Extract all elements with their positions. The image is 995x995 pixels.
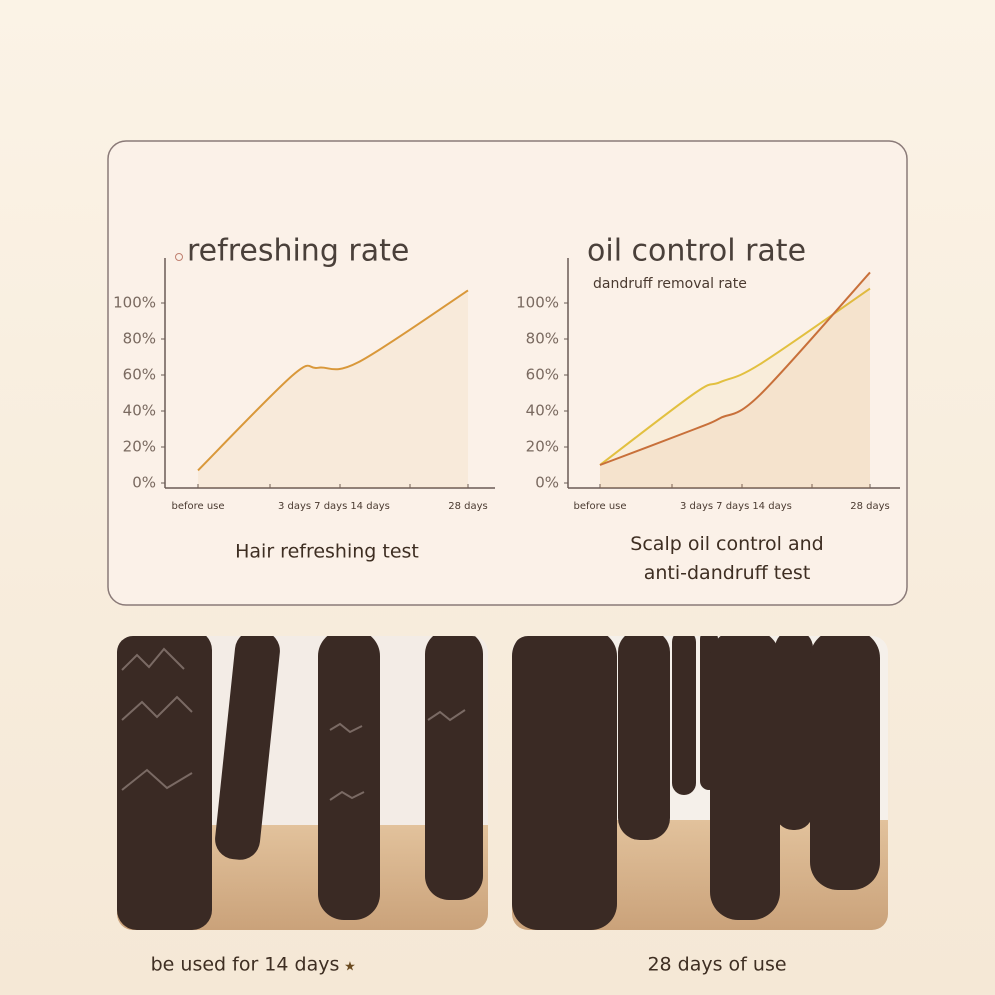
chart-title: oil control rate [587, 234, 806, 269]
y-tick-label: 100% [516, 294, 559, 312]
x-tick-label: 7 days [314, 501, 347, 512]
photo-14-days [117, 636, 488, 930]
x-tick-label: 3 days [278, 501, 311, 512]
x-tick-label: 14 days [752, 501, 792, 512]
chart-caption: Scalp oil control and anti-dandruff test [630, 533, 823, 584]
y-tick-label: 40% [526, 402, 559, 420]
y-tick-label: 20% [526, 438, 559, 456]
star: ★ [344, 960, 356, 975]
y-tick-label: 0% [535, 474, 559, 492]
line-glow [600, 288, 870, 488]
x-tick-label: 28 days [448, 501, 488, 512]
photo-caption: 28 days of use [647, 954, 786, 976]
line [599, 287, 871, 466]
x-tick-label: 28 days [850, 501, 890, 512]
line [599, 271, 871, 466]
y-tick-label: 80% [123, 330, 156, 348]
legend-label: dandruff removal rate [593, 276, 747, 292]
chart-title: refreshing rate [187, 234, 409, 269]
line-glow [198, 290, 468, 488]
chart-card [107, 140, 908, 606]
x-tick-label: before use [573, 501, 626, 512]
x-tick-label: 14 days [350, 501, 390, 512]
line-glow [600, 272, 870, 488]
chart-caption: Hair refreshing test [235, 541, 419, 563]
y-tick-label: 40% [123, 402, 156, 420]
line [197, 289, 469, 472]
x-tick-label: before use [171, 501, 224, 512]
y-tick-label: 20% [123, 438, 156, 456]
bullet [175, 253, 183, 261]
y-tick-label: 0% [132, 474, 156, 492]
photo-28-days [512, 636, 888, 930]
y-tick-label: 60% [123, 366, 156, 384]
y-tick-label: 80% [526, 330, 559, 348]
photo-caption: be used for 14 days [151, 954, 340, 976]
x-tick-label: 7 days [716, 501, 749, 512]
y-tick-label: 100% [113, 294, 156, 312]
y-tick-label: 60% [526, 366, 559, 384]
x-tick-label: 3 days [680, 501, 713, 512]
